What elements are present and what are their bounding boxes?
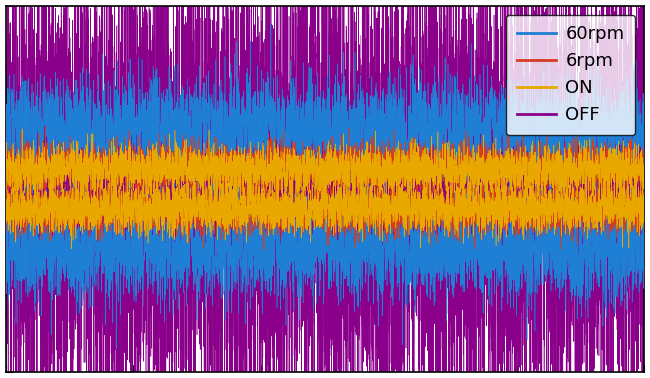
6rpm [42,124,49,128]
Legend: 60rpm, 6rpm, ON, OFF: 60rpm, 6rpm, ON, OFF [506,15,636,135]
6rpm [118,166,125,170]
Line: ON: ON [6,129,644,216]
6rpm [385,157,393,162]
Line: OFF: OFF [6,0,644,378]
OFF [118,146,125,151]
ON [527,175,535,179]
ON [417,154,425,159]
OFF [385,25,393,29]
60rpm [175,225,183,229]
60rpm [267,22,275,26]
6rpm [478,170,486,175]
OFF [246,235,254,240]
6rpm [2,180,10,185]
OFF [478,292,486,296]
6rpm [640,158,648,163]
ON [385,178,393,182]
60rpm [2,104,10,108]
6rpm [246,153,254,157]
60rpm [640,122,648,126]
60rpm [246,150,254,155]
60rpm [527,116,535,121]
ON [2,175,10,179]
Line: 60rpm: 60rpm [6,24,644,227]
OFF [2,29,10,33]
OFF [640,104,648,108]
6rpm [588,205,596,210]
ON [118,178,125,183]
6rpm [417,158,425,162]
60rpm [118,158,125,162]
OFF [527,19,535,24]
60rpm [478,168,486,172]
Line: 6rpm: 6rpm [6,126,644,208]
60rpm [417,68,425,72]
ON [246,174,254,178]
ON [640,169,648,174]
60rpm [385,125,393,130]
ON [18,127,26,131]
ON [389,214,396,218]
ON [478,153,486,158]
6rpm [527,161,535,166]
